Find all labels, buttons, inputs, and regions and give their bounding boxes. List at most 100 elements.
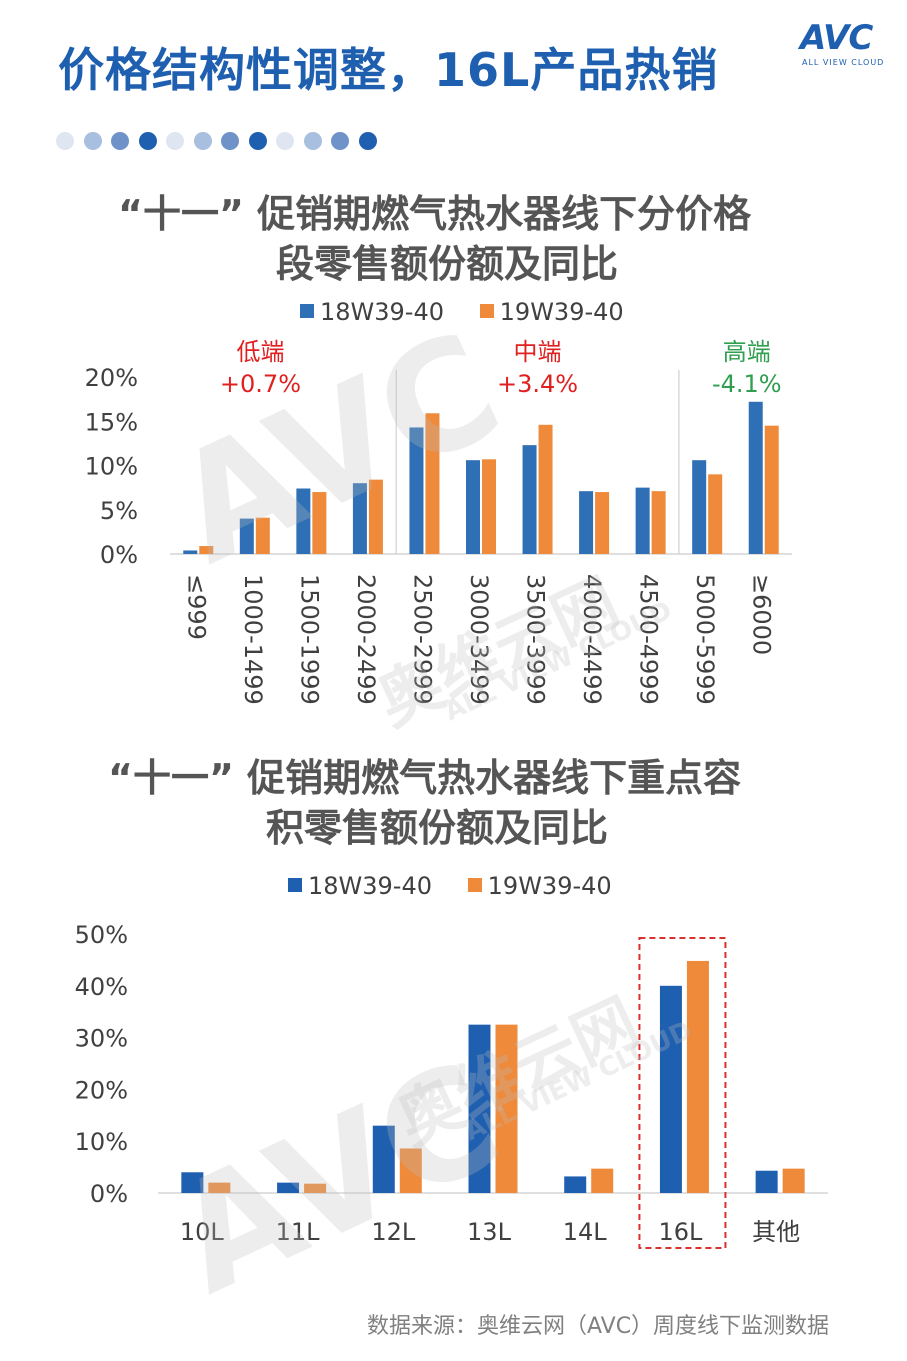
chart1-ytick-label: 20% <box>85 364 138 392</box>
chart2-bar <box>686 960 709 1193</box>
chart1-bar <box>748 401 763 554</box>
chart1-legend-item-2019: 19W39-40 <box>479 298 624 326</box>
dot-6 <box>221 132 239 150</box>
chart1-segment-label: 低端 <box>236 338 284 366</box>
chart1-legend: 18W39-40 19W39-40 <box>300 298 652 326</box>
chart1-bar <box>409 427 424 554</box>
chart1-legend-item-2018: 18W39-40 <box>300 298 444 326</box>
chart2-bar <box>399 1148 422 1193</box>
chart1-category-label: 3500-3999 <box>522 574 550 705</box>
chart1-bar <box>183 550 198 554</box>
logo-brand: AVC <box>800 18 873 58</box>
legend-swatch-2019 <box>467 878 482 892</box>
chart1-bar <box>708 474 723 554</box>
chart1-ytick-label: 10% <box>85 453 138 481</box>
chart1-segment-change: -4.1% <box>712 370 782 398</box>
chart2-legend-label-2019: 19W39-40 <box>487 872 612 900</box>
dot-2 <box>111 132 129 150</box>
chart2-category-label: 11L <box>276 1218 321 1246</box>
dot-11 <box>358 132 377 150</box>
chart1-category-label: 4500-4999 <box>635 574 663 705</box>
chart2-highlight-box <box>638 937 727 1249</box>
chart1-ytick-label: 5% <box>100 497 138 525</box>
chart1-segment-label: 中端 <box>514 338 562 366</box>
dot-3 <box>138 132 157 150</box>
chart2-bar <box>782 1168 805 1193</box>
chart2-title-line2: 积零售额份额及同比 <box>266 806 609 850</box>
chart1-bar <box>635 487 650 554</box>
data-source: 数据来源：奥维云网（AVC）周度线下监测数据 <box>367 1314 830 1339</box>
chart1-bar <box>255 517 270 554</box>
chart1-price-segment: 0% 5% 10% 15% 20% ≤999 1000-1499 1500-1999 2000-… <box>85 338 792 705</box>
chart1-bar <box>425 413 440 554</box>
chart2-bar <box>372 1125 395 1193</box>
chart1-category-label: 5000-5999 <box>691 574 719 705</box>
chart1-category-label: ≤999 <box>182 574 210 640</box>
chart1-segment-label: 高端 <box>723 338 771 366</box>
chart2-capacity: 0% 10% 20% 30% 40% 50% 10L 11L 12L 13L 14L 16L 其他 <box>75 921 828 1249</box>
chart1-bar <box>352 483 367 554</box>
chart1-bar <box>296 488 311 554</box>
chart1-title-line2: 段零售额份额及同比 <box>276 242 619 286</box>
chart1-bar <box>466 460 480 554</box>
chart2-category-label: 13L <box>467 1218 512 1246</box>
chart1-bar <box>522 445 537 554</box>
chart2-category-label: 10L <box>180 1218 225 1246</box>
chart2-category-label: 16L <box>658 1218 703 1246</box>
chart2-ytick-label: 40% <box>75 973 128 1001</box>
chart2-ytick-label: 0% <box>90 1180 128 1208</box>
chart1-category-label: 1000-1499 <box>239 574 267 705</box>
chart2-legend: 18W39-40 19W39-40 <box>288 872 640 900</box>
chart2-ytick-label: 20% <box>75 1076 128 1104</box>
dot-4 <box>166 132 184 150</box>
chart1-bar <box>199 546 214 554</box>
chart2-bar <box>755 1170 778 1193</box>
chart1-category-label: 4000-4499 <box>578 574 606 705</box>
chart1-category-label: 2000-2499 <box>352 574 380 705</box>
chart2-bar <box>468 1024 491 1193</box>
chart1-category-label: ≥6000 <box>748 574 776 655</box>
chart1-ytick-label: 15% <box>85 408 138 436</box>
chart1-bar <box>239 518 254 554</box>
legend-swatch-2019 <box>479 304 494 318</box>
chart2-title-line1: “十一” 促销期燃气热水器线下重点容 <box>108 756 742 800</box>
chart1-legend-label-2019: 19W39-40 <box>499 298 624 326</box>
dot-5 <box>193 132 212 150</box>
chart2-legend-label-2018: 18W39-40 <box>308 872 433 900</box>
chart2-bar <box>591 1168 614 1193</box>
chart2-bar <box>495 1024 518 1193</box>
chart1-legend-label-2018: 18W39-40 <box>320 298 445 326</box>
chart1-bar <box>595 492 610 554</box>
chart2-ytick-label: 50% <box>75 921 128 949</box>
dot-8 <box>276 132 294 150</box>
chart1-bar <box>651 491 666 554</box>
chart1-title-line1: “十一” 促销期燃气热水器线下分价格 <box>118 192 752 236</box>
chart1-category-label: 1500-1999 <box>295 574 323 705</box>
chart1-ytick-label: 0% <box>100 541 138 569</box>
chart1-bar <box>764 425 779 554</box>
chart1-bar <box>692 460 707 554</box>
avc-logo: AVC ALL VIEW CLOUD <box>800 18 896 74</box>
chart2-legend-item-2018: 18W39-40 <box>288 872 432 900</box>
chart1-segment-change: +0.7% <box>220 370 301 398</box>
chart1-bar <box>482 459 496 554</box>
chart1-bar <box>538 424 553 554</box>
chart2-bar <box>181 1172 204 1193</box>
legend-swatch-2018 <box>288 878 302 892</box>
page-title: 价格结构性调整，16L产品热销 <box>58 43 719 97</box>
chart1-bar <box>368 479 383 554</box>
chart1-category-label: 2500-2999 <box>408 574 436 705</box>
chart1-bar <box>579 491 594 554</box>
chart2-bar <box>659 985 682 1193</box>
chart2-legend-item-2019: 19W39-40 <box>467 872 612 900</box>
dot-9 <box>303 132 322 150</box>
chart2-category-label: 12L <box>371 1218 416 1246</box>
chart2-bar <box>564 1176 587 1193</box>
chart1-segment-change: +3.4% <box>497 370 578 398</box>
chart1-category-label: 3000-3499 <box>465 574 493 705</box>
chart2-category-label: 其他 <box>752 1218 800 1246</box>
dot-1 <box>83 132 102 150</box>
logo-tagline: ALL VIEW CLOUD <box>802 58 885 67</box>
dot-0 <box>56 132 74 150</box>
chart2-bar <box>304 1183 327 1193</box>
